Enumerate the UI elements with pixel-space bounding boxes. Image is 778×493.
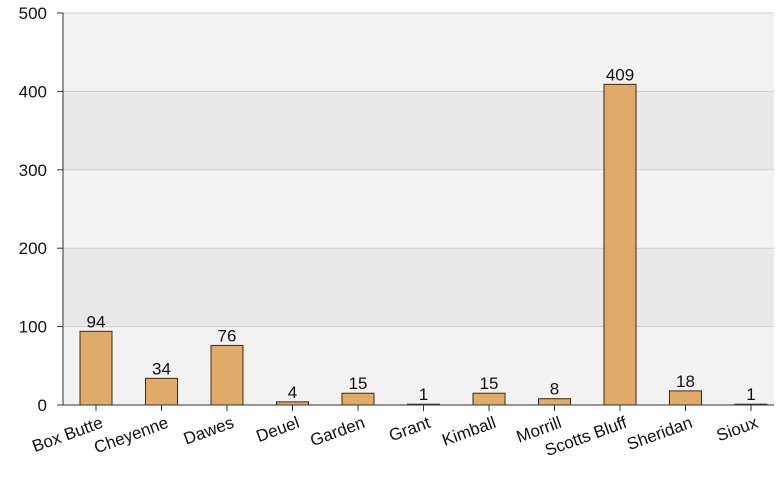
x-tick-label: Cheyenne: [92, 413, 171, 457]
bar-cheyenne: [145, 377, 178, 406]
plot-band: [63, 13, 774, 92]
plot-band: [63, 248, 774, 327]
y-tick-label: 400: [19, 82, 47, 101]
bar-garden: [341, 392, 375, 406]
x-tick-label: Dawes: [181, 413, 236, 449]
x-tick-label: Deuel: [254, 413, 302, 446]
plot-band: [63, 169, 774, 249]
x-tick-label: Grant: [386, 413, 433, 445]
y-tick-label: 500: [19, 4, 47, 23]
data-label: 15: [480, 374, 499, 393]
data-label: 34: [152, 359, 171, 378]
bar-dawes: [210, 344, 244, 406]
x-tick-label: Garden: [308, 413, 368, 450]
x-tick-label: Box Butte: [30, 413, 106, 456]
data-label: 4: [288, 383, 297, 402]
y-tick-label: 0: [38, 396, 47, 415]
data-label: 94: [87, 312, 106, 331]
bar-morrill: [538, 398, 571, 406]
x-tick-label: Sheridan: [624, 413, 694, 454]
y-tick-label: 100: [19, 318, 47, 337]
bar-kimball: [472, 392, 506, 406]
data-label: 409: [606, 65, 634, 84]
plot-band: [63, 326, 774, 405]
x-tick-label: Kimball: [439, 413, 498, 450]
bars: [79, 83, 768, 406]
bar-scotts-bluff: [603, 83, 637, 406]
data-label: 8: [550, 380, 559, 399]
data-label: 1: [746, 385, 755, 404]
plot-band: [63, 91, 774, 170]
data-labels: 94 34 76 4 15 1 15 8 409 18 1: [87, 65, 756, 404]
data-label: 18: [676, 372, 695, 391]
y-axis: 0 100 200 300 400 500: [19, 4, 64, 415]
data-label: 76: [218, 326, 237, 345]
y-tick-label: 200: [19, 239, 47, 258]
bar-sheridan: [669, 390, 702, 406]
gridlines: [63, 12, 774, 328]
plot-background: [63, 13, 774, 405]
data-label: 15: [349, 374, 368, 393]
bar-box-butte: [79, 330, 113, 406]
x-tick-label: Sioux: [714, 413, 761, 446]
data-label: 1: [419, 385, 428, 404]
y-tick-label: 300: [19, 161, 47, 180]
